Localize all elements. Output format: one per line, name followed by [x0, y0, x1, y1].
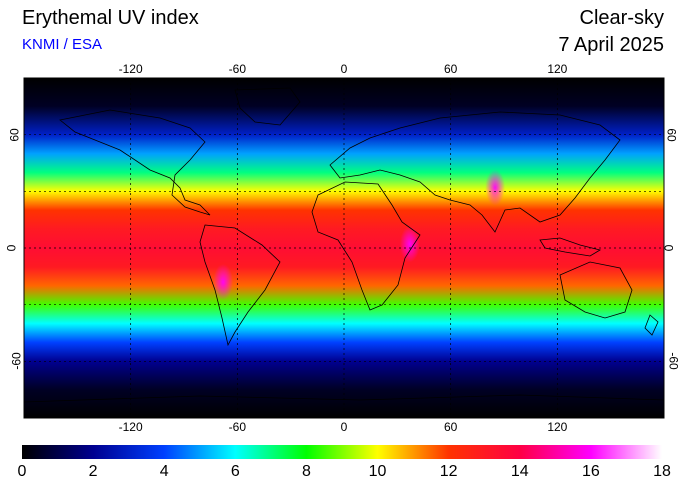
hotspot-andes — [213, 264, 234, 300]
lon-tick-label-bottom: -120 — [118, 420, 143, 434]
gridlines — [24, 78, 664, 418]
lon-tick-label-top: 0 — [340, 62, 348, 76]
map-frame — [23, 77, 665, 419]
south-america-coast — [199, 224, 281, 347]
lon-tick-label-top: -60 — [228, 62, 246, 76]
hotspot-east-africa-highlands — [399, 226, 420, 263]
colorbar-tick-label: 6 — [230, 463, 240, 480]
colorbar-tick-label: 4 — [159, 463, 169, 480]
title: Erythemal UV index — [22, 7, 199, 29]
uv-map — [23, 77, 665, 419]
lat-tick-label-right: -60 — [666, 352, 681, 370]
colorbar-tick-label: 0 — [17, 463, 27, 480]
lon-tick-label-bottom: -60 — [228, 420, 246, 434]
lon-tick-label-top: -120 — [118, 62, 143, 76]
indonesia-coast — [539, 237, 602, 257]
lon-tick-label-bottom: 120 — [547, 420, 568, 434]
colorbar-tick-label: 10 — [368, 463, 387, 480]
date-label: 7 April 2025 — [558, 34, 664, 56]
hotspot-tibetan-plateau — [485, 169, 506, 206]
lat-tick-label-right: 0 — [661, 244, 676, 252]
colorbar-tick-label: 8 — [301, 463, 311, 480]
hotspot-layer — [213, 169, 506, 300]
colorbar-tick-label: 16 — [581, 463, 600, 480]
lon-tick-label-top: 120 — [547, 62, 568, 76]
antarctica-coast — [24, 394, 664, 403]
australia-coast — [559, 261, 633, 319]
new-zealand-coast — [644, 314, 659, 336]
lon-tick-label-bottom: 60 — [443, 420, 458, 434]
colorbar-tick-label: 2 — [88, 463, 98, 480]
europe-asia-coast — [329, 111, 621, 233]
source-label: KNMI / ESA — [22, 36, 103, 53]
colorbar-tick-label: 14 — [510, 463, 529, 480]
lat-tick-label-left: -60 — [9, 352, 24, 370]
colorbar-tick-label: 18 — [653, 463, 671, 480]
coastlines — [24, 87, 664, 403]
condition-label: Clear-sky — [579, 7, 664, 29]
north-america-coast — [59, 109, 211, 216]
africa-coast — [311, 181, 421, 311]
colorbar-tick-label: 12 — [439, 463, 458, 480]
lat-tick-label-right: 60 — [664, 127, 679, 142]
lat-tick-label-left: 60 — [7, 127, 22, 142]
greenland-coast — [234, 87, 301, 126]
lon-tick-label-top: 60 — [443, 62, 458, 76]
lon-tick-label-bottom: 0 — [340, 420, 348, 434]
lat-tick-label-left: 0 — [4, 244, 19, 252]
colorbar — [22, 445, 662, 459]
